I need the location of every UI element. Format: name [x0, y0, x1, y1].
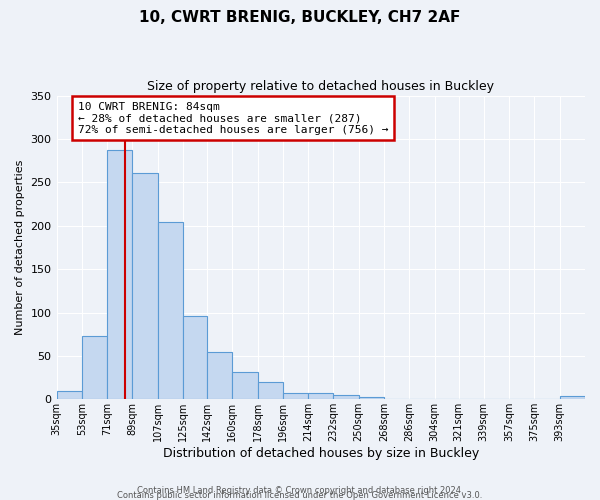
Bar [232, 372, 257, 400]
Bar [207, 352, 232, 400]
X-axis label: Distribution of detached houses by size in Buckley: Distribution of detached houses by size … [163, 447, 479, 460]
Bar [82, 336, 107, 400]
Bar [158, 222, 183, 400]
Bar [133, 173, 158, 400]
Bar [334, 395, 359, 400]
Bar [183, 316, 207, 400]
Text: 10 CWRT BRENIG: 84sqm
← 28% of detached houses are smaller (287)
72% of semi-det: 10 CWRT BRENIG: 84sqm ← 28% of detached … [77, 102, 388, 135]
Text: Contains HM Land Registry data © Crown copyright and database right 2024.: Contains HM Land Registry data © Crown c… [137, 486, 463, 495]
Bar [257, 382, 283, 400]
Bar [283, 393, 308, 400]
Title: Size of property relative to detached houses in Buckley: Size of property relative to detached ho… [147, 80, 494, 93]
Text: Contains public sector information licensed under the Open Government Licence v3: Contains public sector information licen… [118, 491, 482, 500]
Bar [107, 150, 133, 400]
Bar [56, 392, 82, 400]
Bar [359, 396, 384, 400]
Y-axis label: Number of detached properties: Number of detached properties [15, 160, 25, 335]
Bar [308, 393, 334, 400]
Bar [560, 396, 585, 400]
Text: 10, CWRT BRENIG, BUCKLEY, CH7 2AF: 10, CWRT BRENIG, BUCKLEY, CH7 2AF [139, 10, 461, 25]
